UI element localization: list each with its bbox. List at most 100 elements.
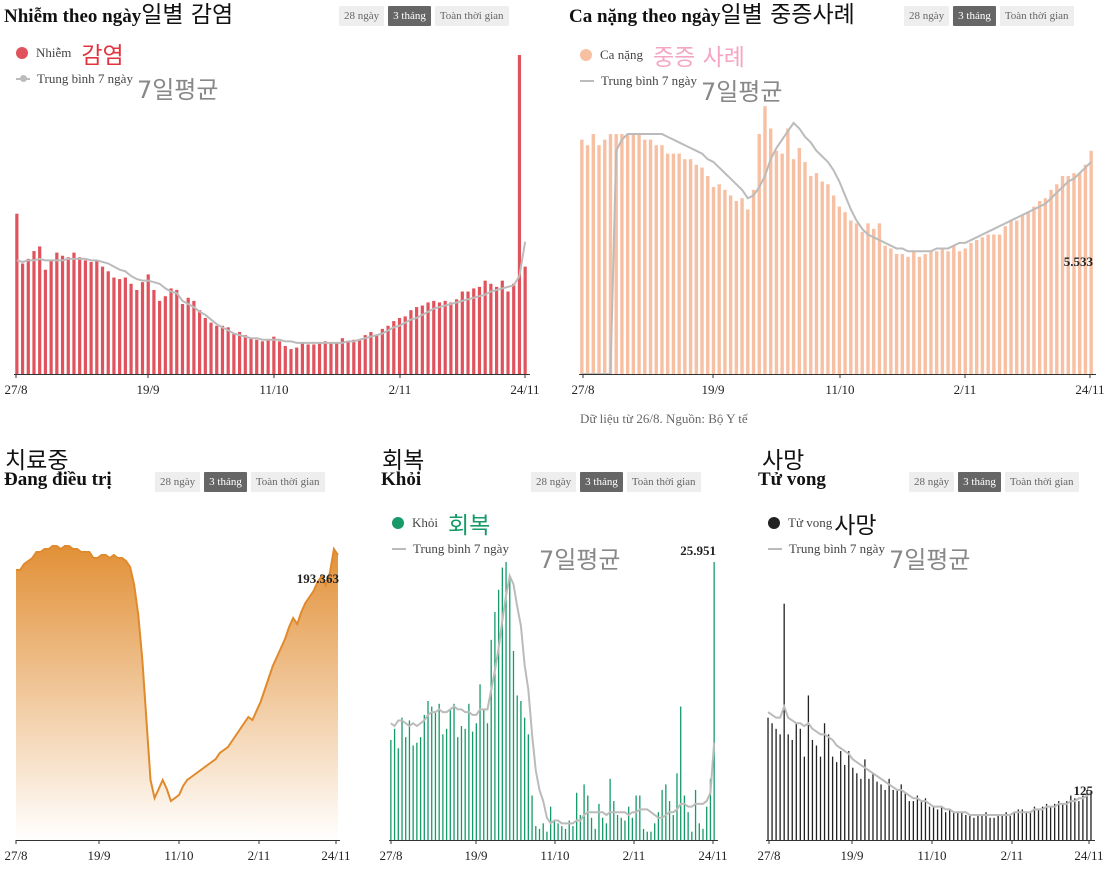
tab-28-days[interactable]: 28 ngày bbox=[909, 472, 955, 492]
infections-bar bbox=[289, 349, 293, 374]
infections-bar bbox=[483, 280, 487, 374]
recovered-bar bbox=[464, 728, 466, 840]
recovered-bar bbox=[694, 789, 697, 840]
recovered-legend-avg: Trung bình 7 ngày bbox=[413, 541, 509, 556]
deaths-bar bbox=[989, 817, 991, 840]
tab-all-time[interactable]: Toàn thời gian bbox=[999, 6, 1074, 26]
infections-bar bbox=[517, 55, 522, 374]
severe-bar bbox=[660, 145, 664, 374]
recovered-bar bbox=[401, 717, 403, 840]
infections-bar bbox=[146, 274, 150, 374]
severe-bar bbox=[826, 184, 830, 374]
deaths-bar bbox=[827, 734, 830, 840]
severe-bar bbox=[1043, 198, 1048, 374]
infections-bar bbox=[198, 310, 202, 374]
recovered-bar bbox=[668, 801, 671, 840]
recovered-bar bbox=[460, 726, 463, 840]
severe-bar bbox=[631, 134, 636, 374]
severe-bar bbox=[809, 175, 813, 374]
recovered-bar bbox=[471, 731, 474, 840]
infections-bar bbox=[83, 260, 87, 374]
recovered-bar bbox=[683, 795, 686, 840]
infections-bar bbox=[329, 342, 333, 374]
infections-bar bbox=[375, 335, 379, 374]
severe-bar bbox=[883, 245, 887, 374]
severe-bar bbox=[683, 159, 687, 374]
tab-3-months[interactable]: 3 tháng bbox=[953, 6, 996, 26]
deaths-bar bbox=[973, 817, 975, 840]
treatment-tick-label: 19/9 bbox=[87, 848, 110, 863]
recovered-bar bbox=[438, 703, 440, 840]
tab-3-months[interactable]: 3 tháng bbox=[580, 472, 623, 492]
treatment-line bbox=[16, 545, 339, 803]
tab-3-months[interactable]: 3 tháng bbox=[388, 6, 431, 26]
severe-bar bbox=[854, 223, 859, 374]
deaths-bar bbox=[1058, 801, 1060, 840]
deaths-bar bbox=[787, 734, 789, 840]
recovered-bar bbox=[661, 789, 663, 840]
tab-all-time[interactable]: Toàn thời gian bbox=[626, 472, 701, 492]
recovered-bar bbox=[553, 820, 556, 840]
severe-bar bbox=[763, 106, 767, 374]
severe-bar bbox=[912, 251, 916, 374]
severe-bar bbox=[637, 134, 641, 374]
infections-bar bbox=[523, 266, 527, 374]
recovered-bar bbox=[702, 828, 704, 840]
infections-bar bbox=[100, 266, 105, 374]
severe-bar bbox=[780, 153, 784, 374]
infections-bar bbox=[20, 263, 25, 374]
infections-bar bbox=[249, 338, 253, 374]
treatment-title-ko: 치료중 bbox=[5, 448, 69, 474]
deaths-bar bbox=[779, 734, 781, 840]
infections-bar bbox=[106, 271, 110, 374]
severe-bar bbox=[906, 256, 910, 374]
infections-legend-label: Nhiễm bbox=[36, 45, 72, 60]
infections-bar bbox=[192, 300, 196, 374]
infections-chart: 27/8 19/9 11/10 2/11 24/11 bbox=[4, 55, 540, 397]
infections-bar bbox=[386, 325, 390, 374]
severe-bar bbox=[723, 189, 727, 374]
severe-bar bbox=[717, 184, 721, 374]
deaths-bar bbox=[1021, 809, 1023, 840]
tab-28-days[interactable]: 28 ngày bbox=[531, 472, 577, 492]
infections-tick-label: 2/11 bbox=[389, 382, 412, 397]
deaths-tick-label: 27/8 bbox=[757, 848, 780, 863]
severe-bar bbox=[711, 187, 716, 374]
infections-legend-avg: Trung bình 7 ngày bbox=[37, 71, 133, 86]
tab-3-months[interactable]: 3 tháng bbox=[958, 472, 1001, 492]
deaths-title: Tử vong bbox=[758, 469, 826, 490]
deaths-bar bbox=[957, 812, 959, 840]
tab-all-time[interactable]: Toàn thời gian bbox=[250, 472, 325, 492]
tab-all-time[interactable]: Toàn thời gian bbox=[434, 6, 509, 26]
recovered-bar bbox=[520, 701, 522, 840]
tab-all-time[interactable]: Toàn thời gian bbox=[1004, 472, 1079, 492]
severe-bar bbox=[1032, 206, 1036, 374]
treatment-tick-label: 24/11 bbox=[321, 848, 350, 863]
severe-bar bbox=[603, 139, 607, 374]
recovered-bar bbox=[579, 814, 582, 840]
tab-3-months[interactable]: 3 tháng bbox=[204, 472, 247, 492]
deaths-bar bbox=[848, 751, 850, 840]
infections-bar bbox=[55, 252, 59, 374]
infections-bar bbox=[397, 317, 402, 374]
infections-bar bbox=[72, 252, 76, 374]
tab-28-days[interactable]: 28 ngày bbox=[155, 472, 201, 492]
severe-bar bbox=[894, 254, 899, 374]
recovered-bar bbox=[657, 812, 660, 840]
infections-avg-line bbox=[16, 241, 527, 344]
deaths-bar bbox=[795, 723, 797, 840]
tab-28-days[interactable]: 28 ngày bbox=[904, 6, 950, 26]
deaths-bar bbox=[920, 801, 923, 840]
infections-bar bbox=[437, 302, 442, 374]
recovered-tabs: 28 ngày 3 tháng Toàn thời gian bbox=[531, 472, 701, 492]
deaths-bar bbox=[1037, 809, 1040, 840]
recovered-bar bbox=[613, 801, 615, 840]
tab-28-days[interactable]: 28 ngày bbox=[339, 6, 385, 26]
infections-bar bbox=[369, 331, 373, 374]
infections-bar bbox=[357, 339, 362, 374]
severe-bar bbox=[974, 240, 979, 374]
infections-bar bbox=[38, 246, 42, 374]
severe-bar bbox=[768, 128, 773, 374]
deaths-title-ko: 사망 bbox=[762, 448, 805, 474]
infections-bar bbox=[420, 305, 424, 374]
